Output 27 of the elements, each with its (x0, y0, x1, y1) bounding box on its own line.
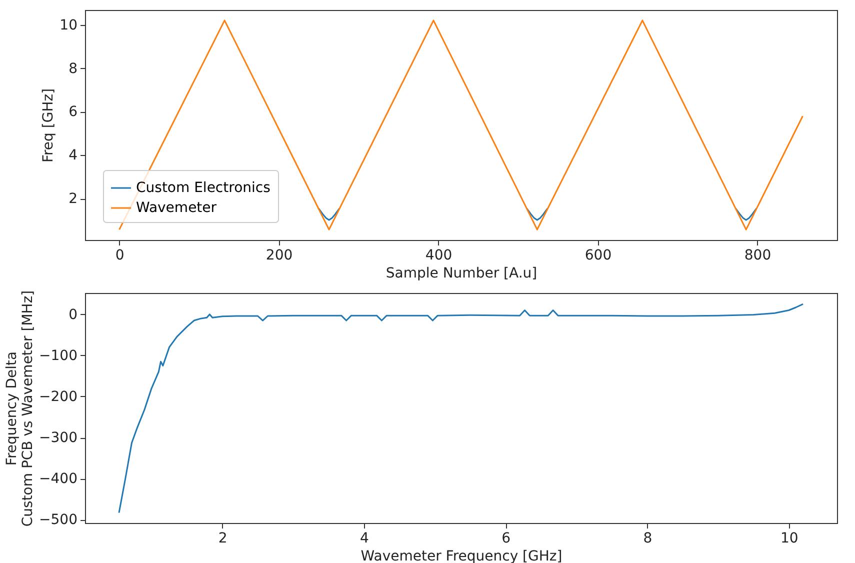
x-tick-label: 800 (744, 248, 772, 264)
x-tick-label: 6 (502, 530, 511, 546)
y-tick-label: −100 (39, 348, 78, 364)
line-series (118, 303, 804, 514)
x-axis-title: Sample Number [A.u] (386, 266, 538, 282)
y-tick-label: −500 (39, 512, 78, 528)
x-tick-label: 600 (584, 248, 612, 264)
y-tick-label: −400 (39, 471, 78, 488)
y-tick-label: −200 (39, 389, 78, 405)
y-axis-title: Freq [GHz] (40, 88, 57, 163)
legend-label: Wavemeter (136, 200, 217, 216)
x-tick-label: 200 (266, 248, 293, 264)
x-tick-label: 0 (115, 248, 124, 264)
y-tick-label: 6 (68, 104, 78, 120)
x-tick-label: 8 (643, 530, 652, 546)
y-tick-label: 8 (68, 60, 78, 77)
x-tick-label: 2 (218, 530, 228, 546)
x-tick-label: 10 (780, 530, 798, 546)
y-tick-label: 2 (68, 191, 78, 208)
y-tick-label: 4 (68, 148, 78, 164)
x-tick-label: 400 (425, 248, 452, 264)
y-tick-label: 10 (60, 17, 78, 34)
x-tick-label: 4 (360, 530, 370, 546)
y-axis-title: Frequency Delta Custom PCB vs Wavemeter [MHz] (4, 290, 36, 527)
legend-label: Custom Electronics (136, 180, 270, 196)
y-tick-label: −300 (39, 430, 78, 446)
y-tick-label: 0 (68, 306, 78, 323)
